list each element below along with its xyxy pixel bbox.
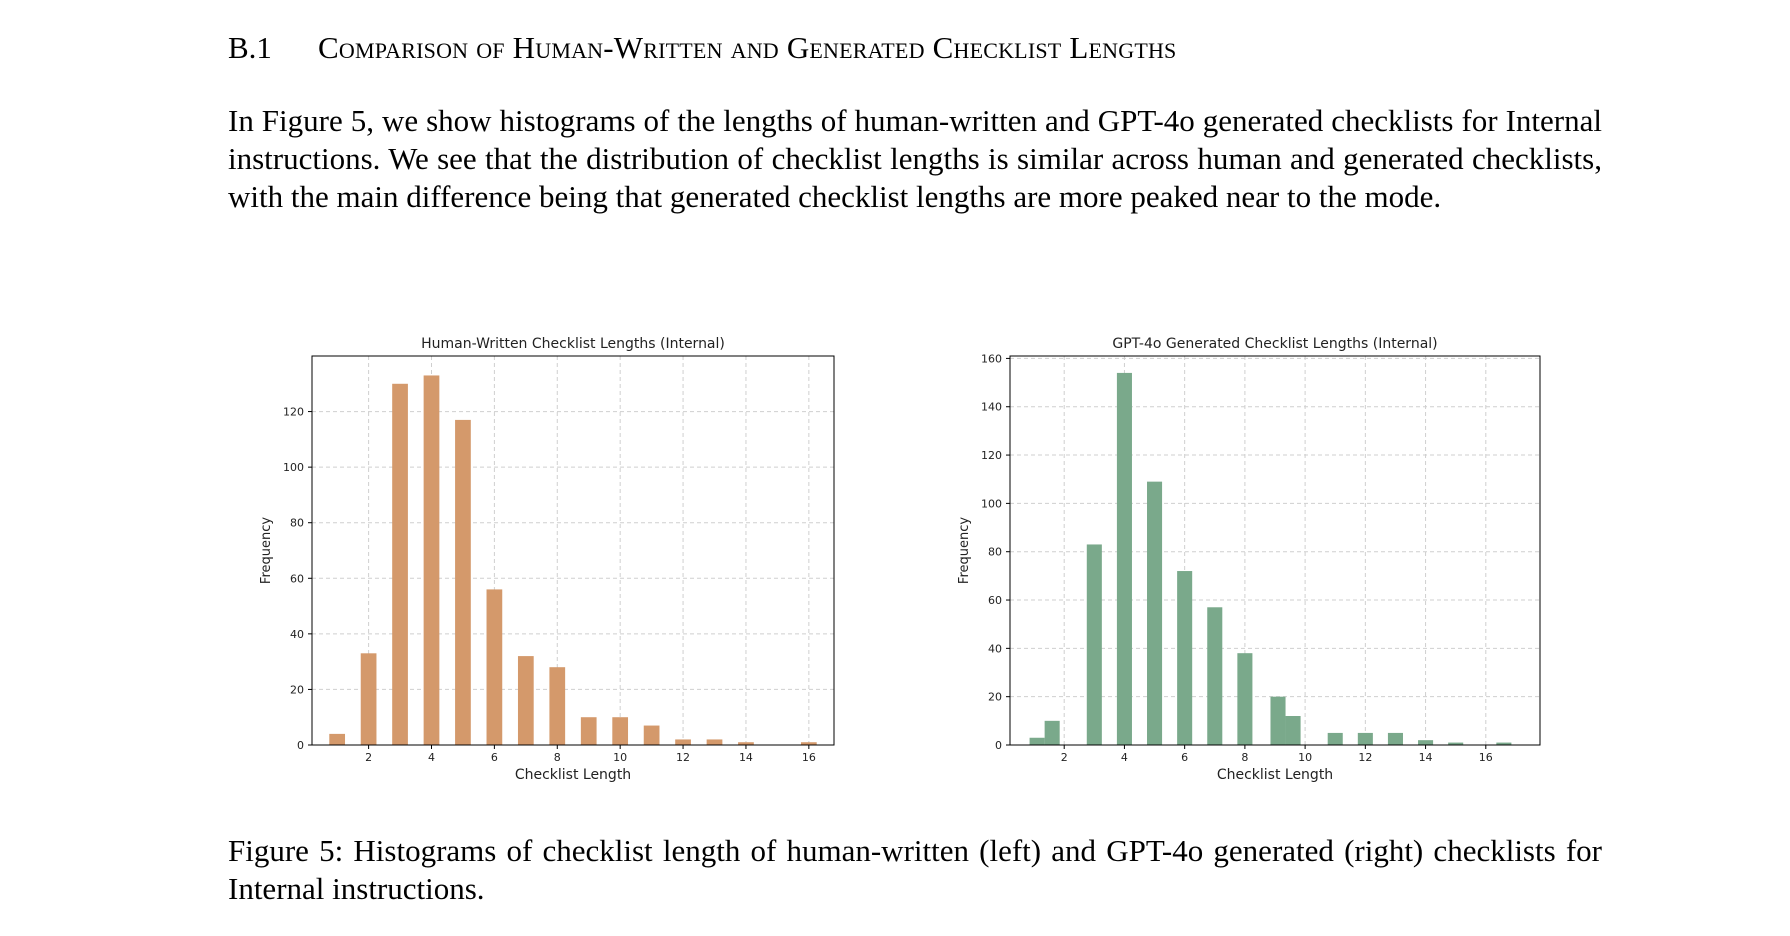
bar (675, 739, 691, 745)
x-tick-label: 14 (739, 751, 753, 764)
bar (1177, 571, 1193, 745)
section-title: Comparison of Human-Written and Generate… (318, 30, 1177, 65)
plot-frame (311, 355, 835, 746)
body-paragraph: In Figure 5, we show histograms of the l… (228, 103, 1602, 214)
x-tick-label: 8 (554, 751, 561, 764)
y-tick-label: 20 (290, 683, 304, 696)
bar (455, 419, 471, 745)
x-tick-label: 16 (1479, 751, 1493, 764)
y-tick-label: 140 (981, 401, 1002, 414)
x-tick-label: 2 (365, 751, 372, 764)
bar (1496, 742, 1512, 745)
section-heading: B.1 Comparison of Human-Written and Gener… (228, 30, 1176, 66)
y-tick-label: 40 (988, 642, 1002, 655)
y-tick-label: 0 (297, 739, 304, 752)
bar (1357, 732, 1373, 745)
x-axis-label: Checklist Length (515, 767, 631, 783)
bar (1270, 696, 1286, 745)
bar (1029, 737, 1045, 745)
y-tick-label: 80 (290, 517, 304, 530)
y-tick-label: 0 (995, 739, 1002, 752)
x-tick-label: 14 (1419, 751, 1433, 764)
bar (1044, 720, 1060, 745)
y-tick-label: 160 (981, 352, 1002, 365)
y-tick-label: 120 (981, 449, 1002, 462)
bar (1116, 372, 1132, 745)
chart-title: GPT-4o Generated Checklist Lengths (Inte… (1112, 336, 1437, 352)
human-histogram: Human-Written Checklist Lengths (Interna… (259, 336, 835, 783)
y-tick-label: 60 (988, 594, 1002, 607)
y-tick-label: 80 (988, 546, 1002, 559)
x-tick-label: 6 (491, 751, 498, 764)
bar (1327, 732, 1343, 745)
x-tick-label: 8 (1241, 751, 1248, 764)
y-tick-label: 60 (290, 572, 304, 585)
bar (329, 733, 346, 745)
x-tick-label: 4 (428, 751, 435, 764)
x-tick-label: 2 (1061, 751, 1068, 764)
grid-lines (312, 356, 834, 746)
bar (517, 656, 534, 745)
y-axis-label: Frequency (259, 517, 274, 584)
generated-histogram: GPT-4o Generated Checklist Lengths (Inte… (957, 336, 1541, 783)
x-tick-label: 10 (1298, 751, 1312, 764)
x-tick-label: 12 (676, 751, 690, 764)
figure-caption: Figure 5: Histograms of checklist length… (228, 833, 1602, 906)
x-tick-label: 12 (1358, 751, 1372, 764)
y-tick-label: 100 (981, 497, 1002, 510)
bar (392, 383, 408, 745)
bar (549, 667, 566, 745)
x-tick-label: 16 (802, 751, 816, 764)
bar (360, 653, 377, 745)
y-tick-label: 20 (988, 691, 1002, 704)
bar (612, 717, 629, 745)
y-tick-label: 100 (283, 461, 304, 474)
bar (1207, 607, 1223, 745)
bar (423, 375, 440, 745)
bar (800, 742, 817, 745)
bar (1418, 740, 1434, 745)
x-tick-label: 6 (1181, 751, 1188, 764)
y-tick-label: 120 (283, 406, 304, 419)
chart-title: Human-Written Checklist Lengths (Interna… (421, 336, 725, 352)
bar (706, 739, 723, 745)
bar (643, 725, 660, 745)
bar (1237, 653, 1253, 745)
section-number: B.1 (228, 30, 272, 65)
x-axis-label: Checklist Length (1217, 767, 1333, 783)
y-axis-label: Frequency (957, 517, 972, 584)
bar (1147, 481, 1163, 745)
bar (1285, 716, 1301, 745)
bar (1448, 742, 1464, 745)
bar (1387, 732, 1403, 745)
bar (486, 589, 503, 745)
x-tick-label: 10 (613, 751, 627, 764)
bar (738, 742, 754, 745)
bar (580, 717, 597, 745)
plot-frame (1009, 355, 1541, 746)
bar (1086, 544, 1102, 745)
x-tick-label: 4 (1121, 751, 1128, 764)
y-tick-label: 40 (290, 628, 304, 641)
